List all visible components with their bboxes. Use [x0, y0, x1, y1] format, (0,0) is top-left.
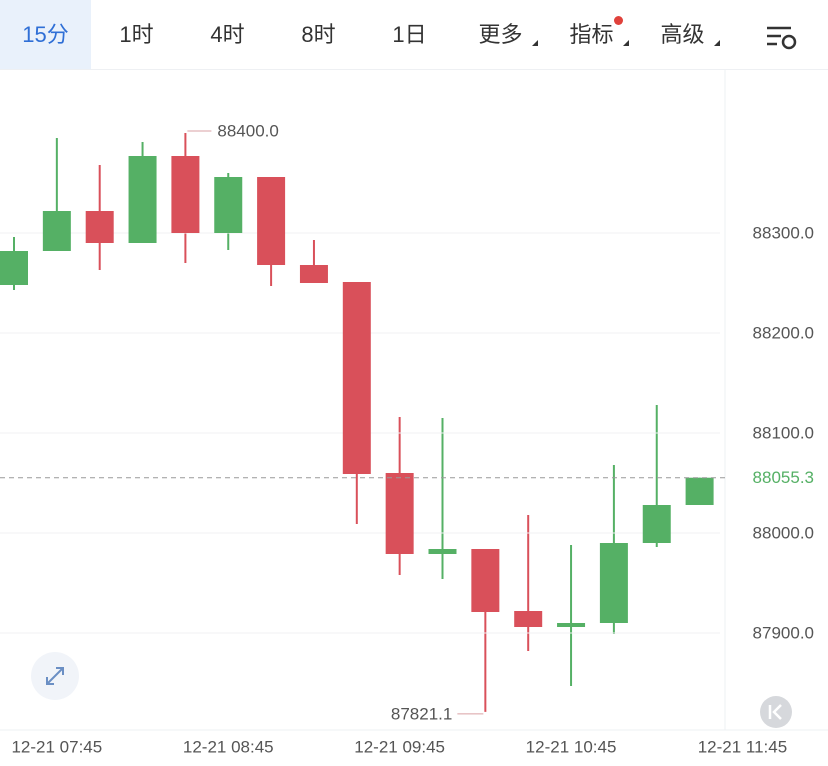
- candle-body: [85, 211, 114, 243]
- y-tick-label: 88200.0: [753, 323, 814, 342]
- x-tick-label: 12-21 09:45: [354, 737, 445, 756]
- candle-body: [514, 611, 543, 627]
- timeframe-tab[interactable]: 更多: [455, 0, 546, 69]
- candle-body: [428, 549, 457, 554]
- candle-body: [599, 543, 628, 623]
- annotation-label: 87821.1: [391, 704, 452, 723]
- y-tick-label: 88100.0: [753, 423, 814, 442]
- tab-label: 8时: [301, 22, 336, 47]
- dropdown-arrow: [623, 40, 629, 46]
- notification-dot: [614, 16, 623, 25]
- timeframe-tab[interactable]: 8时: [273, 0, 364, 69]
- toolbar: 15分 1时 4时 8时 1日 更多 指标 高级: [0, 0, 828, 70]
- tab-label: 更多: [478, 22, 523, 47]
- y-tick-label: 87900.0: [753, 623, 814, 642]
- candle-body: [385, 473, 414, 554]
- candle-body: [42, 211, 71, 251]
- x-tick-label: 12-21 08:45: [183, 737, 274, 756]
- timeframe-tab[interactable]: 15分: [0, 0, 91, 69]
- last-price-label: 88055.3: [753, 468, 814, 487]
- candle-body: [642, 505, 671, 543]
- candle-body: [0, 251, 28, 285]
- timeframe-tab[interactable]: 高级: [637, 0, 728, 69]
- tab-label: 1时: [119, 22, 154, 47]
- settings-icon[interactable]: [767, 26, 797, 50]
- x-tick-label: 12-21 07:45: [11, 737, 102, 756]
- candle-body: [128, 156, 157, 243]
- candle-body: [299, 265, 328, 283]
- timeframe-tab[interactable]: 1日: [364, 0, 455, 69]
- candle-body: [257, 177, 286, 265]
- y-tick-label: 88300.0: [753, 223, 814, 242]
- y-tick-label: 88000.0: [753, 523, 814, 542]
- candle-body: [342, 282, 371, 474]
- candle-body: [171, 156, 200, 233]
- x-tick-label: 12-21 11:45: [698, 737, 787, 756]
- dropdown-arrow: [532, 40, 538, 46]
- tab-label: 指标: [569, 22, 614, 47]
- timeframe-tab[interactable]: 1时: [91, 0, 182, 69]
- candle-body: [471, 549, 500, 612]
- annotation-label: 88400.0: [217, 121, 278, 140]
- tab-label: 1日: [392, 22, 427, 47]
- tab-label: 15分: [22, 22, 69, 47]
- tab-label: 4时: [210, 22, 245, 47]
- collapse-button[interactable]: [760, 696, 792, 728]
- timeframe-tab[interactable]: 指标: [546, 0, 637, 69]
- candle-body: [557, 623, 586, 627]
- tab-label: 高级: [660, 22, 705, 47]
- candle-body: [685, 477, 714, 505]
- fullscreen-button[interactable]: [31, 652, 79, 700]
- dropdown-arrow: [714, 40, 720, 46]
- candle-body: [214, 177, 243, 233]
- timeframe-tab[interactable]: 4时: [182, 0, 273, 69]
- x-tick-label: 12-21 10:45: [526, 737, 617, 756]
